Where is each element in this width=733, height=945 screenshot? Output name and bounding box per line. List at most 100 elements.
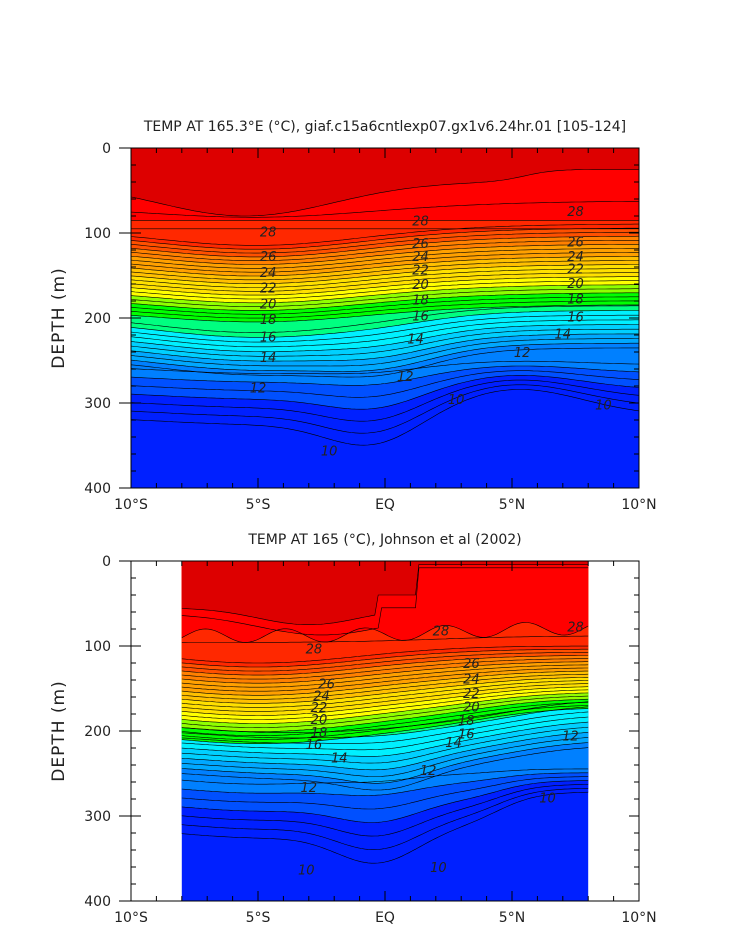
contour-label: 24 <box>567 250 584 265</box>
contour-line <box>131 300 639 319</box>
contour-line <box>131 292 639 311</box>
x-tick-label: 5°N <box>499 910 525 926</box>
contour-label: 28 <box>306 643 323 658</box>
contour-label: 26 <box>567 236 584 251</box>
contour-label: 22 <box>260 281 277 296</box>
contour-line <box>181 702 589 736</box>
contour-line <box>181 708 589 744</box>
contour-line <box>131 248 639 269</box>
contour-label: 12 <box>250 382 267 397</box>
x-tick-label: 10°S <box>114 910 148 926</box>
contour-label: 22 <box>567 263 584 278</box>
chart-title: TEMP AT 165 (°C), Johnson et al (2002) <box>247 532 521 548</box>
contour-line <box>181 680 589 708</box>
contour-line <box>131 264 639 284</box>
contour-label: 24 <box>313 689 330 704</box>
contour-label: 28 <box>260 225 277 240</box>
contour-line <box>181 658 589 680</box>
contour-label: 24 <box>412 250 429 265</box>
y-tick-label: 200 <box>84 311 111 327</box>
contour-line <box>181 742 589 784</box>
contour-label: 14 <box>555 327 572 342</box>
contour-line <box>181 677 589 704</box>
contour-label: 24 <box>260 266 277 281</box>
contour-label: 22 <box>412 264 429 279</box>
contour-line <box>181 622 589 643</box>
contour-label: 12 <box>301 781 318 796</box>
plot-area <box>181 561 589 901</box>
contour-line <box>181 737 589 777</box>
y-tick-label: 100 <box>84 639 111 655</box>
contour-line <box>181 695 589 728</box>
band-fill <box>181 561 589 625</box>
contour-lines <box>131 169 639 446</box>
contour-line <box>181 670 589 696</box>
contour-line <box>131 280 639 300</box>
contour-label: 18 <box>567 292 584 307</box>
contour-label: 20 <box>260 298 277 313</box>
y-tick-label: 100 <box>84 226 111 242</box>
x-tick-label: EQ <box>375 497 395 513</box>
x-tick-label: 10°N <box>621 497 656 513</box>
contour-label: 28 <box>567 205 584 220</box>
contour-label: 14 <box>445 736 462 751</box>
contour-line <box>131 276 639 296</box>
contour-label: 16 <box>458 728 475 743</box>
contour-line <box>131 338 639 367</box>
y-axis-label: DEPTH (m) <box>49 680 69 781</box>
contour-label: 16 <box>567 310 584 325</box>
contour-label: 12 <box>514 346 531 361</box>
x-tick-label: 5°S <box>246 910 271 926</box>
contour-line <box>131 375 639 410</box>
contour-line <box>131 304 639 323</box>
y-axis: 0 100 200 300 400 <box>84 141 639 497</box>
contour-line <box>131 223 639 246</box>
chart-title: TEMP AT 165.3°E (°C), giaf.c15a6cntlexp0… <box>143 119 626 135</box>
contour-label: 18 <box>458 714 475 729</box>
contour-line <box>181 780 589 823</box>
x-tick-label: 5°S <box>246 497 271 513</box>
contour-label: 28 <box>433 625 450 640</box>
contour-line <box>131 296 639 315</box>
contour-label: 28 <box>567 620 584 635</box>
contour-line <box>181 768 589 785</box>
contour-line <box>131 347 639 378</box>
contour-label: 14 <box>331 751 348 766</box>
contour-line <box>131 310 639 338</box>
contour-label: 10 <box>298 864 315 879</box>
contour-line <box>181 692 589 724</box>
contour-label: 22 <box>463 687 480 702</box>
contour-line <box>131 384 639 434</box>
contour-line <box>131 260 639 281</box>
contour-label: 14 <box>260 351 277 366</box>
y-tick-label: 300 <box>84 396 111 412</box>
y-axis: 0 100 200 300 400 <box>84 554 639 910</box>
y-tick-label: 300 <box>84 809 111 825</box>
y-tick-label: 400 <box>84 481 111 497</box>
contour-line <box>131 365 639 386</box>
contour-label: 28 <box>412 214 429 229</box>
contour-line <box>181 655 589 676</box>
contour-label: 10 <box>448 393 465 408</box>
contour-line <box>131 201 639 218</box>
contour-label: 20 <box>463 700 480 715</box>
contour-line <box>131 328 639 357</box>
contour-line <box>131 256 639 277</box>
contour-line <box>131 319 639 348</box>
contour-label: 20 <box>567 277 584 292</box>
contour-line <box>181 648 589 668</box>
contour-line <box>181 706 589 739</box>
contour-line <box>131 342 639 372</box>
contour-line <box>131 252 639 273</box>
contour-line <box>131 268 639 288</box>
contour-line <box>181 652 589 672</box>
contour-line <box>131 360 639 375</box>
panel-model: TEMP AT 165.3°E (°C), giaf.c15a6cntlexp0… <box>49 119 657 513</box>
band-fill <box>131 148 639 216</box>
x-tick-label: EQ <box>375 910 395 926</box>
contour-line <box>131 389 639 446</box>
contour-line <box>131 305 639 333</box>
